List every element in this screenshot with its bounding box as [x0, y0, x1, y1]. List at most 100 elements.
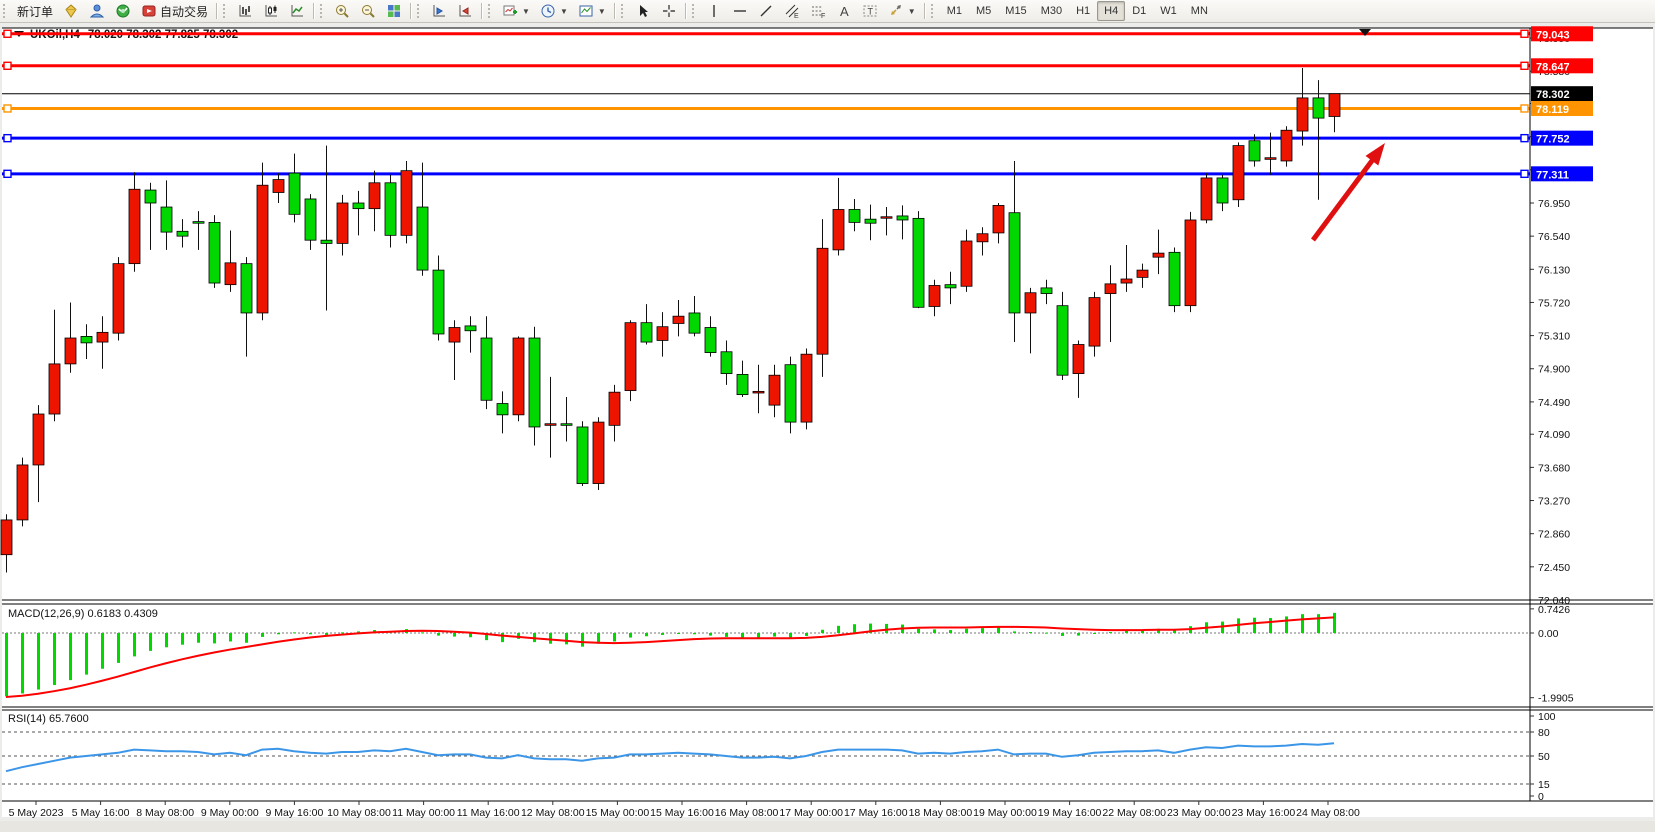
timeframe-w1[interactable]: W1 [1153, 1, 1184, 21]
new-chart-button[interactable]: ▼ [497, 0, 535, 22]
bull-candle [0, 519, 13, 556]
bull-candle [1072, 344, 1085, 374]
autotrading-button[interactable]: 自动交易 [136, 0, 213, 22]
toolbar-grip[interactable] [417, 4, 424, 18]
pivot-line-78119-handle-left[interactable] [3, 104, 12, 113]
timeframe-h4[interactable]: H4 [1097, 1, 1126, 21]
support-line-77311-price-tag-label: 77.311 [1536, 169, 1569, 181]
support-line-77752-handle-left[interactable] [3, 133, 12, 143]
toolbar-grip[interactable] [620, 4, 628, 18]
auto-scroll-button[interactable] [426, 0, 452, 22]
bull-candle [880, 216, 893, 219]
new-order-button[interactable]: 新订单 [12, 0, 58, 22]
time-axis-label: 8 May 08:00 [136, 807, 194, 819]
cursor-icon [635, 3, 651, 19]
bull-candle [992, 205, 1005, 234]
time-axis-label: 15 May 16:00 [650, 807, 714, 819]
cursor-button[interactable] [630, 0, 656, 22]
vertical-line-button[interactable] [701, 0, 727, 22]
pivot-line-78119-handle-right[interactable] [1520, 104, 1529, 113]
price-tick-label: 72.860 [1538, 529, 1570, 541]
globe-icon [115, 3, 131, 19]
resistance-line-79043-handle-left[interactable] [3, 29, 12, 38]
bull-candle [1104, 283, 1117, 294]
timeframe-h4-label: H4 [1104, 5, 1119, 17]
timeframe-m1[interactable]: M1 [940, 1, 969, 21]
price-tick-label: 75.310 [1538, 331, 1570, 343]
text-label-button[interactable]: T [857, 0, 883, 22]
price-tick-label: 74.090 [1538, 429, 1570, 441]
timeframe-m30-label: M30 [1040, 5, 1063, 17]
resistance-line-78647-handle-left[interactable] [3, 61, 12, 70]
line-chart-button[interactable] [284, 0, 310, 22]
bar-chart-button[interactable] [232, 0, 258, 22]
candlestick-chart-button[interactable] [258, 0, 284, 22]
chart-shift-marker[interactable] [1359, 29, 1371, 36]
bear-candle [176, 230, 189, 237]
timeframe-mn[interactable]: MN [1184, 1, 1215, 21]
toolbar-grip[interactable] [223, 4, 230, 18]
bull-candle [1136, 269, 1149, 278]
chart-background [2, 28, 1653, 801]
toolbar-grip[interactable] [3, 4, 10, 18]
trend-arrow[interactable] [1310, 156, 1377, 242]
time-axis-label: 17 May 16:00 [844, 807, 908, 819]
resistance-line-78647-handle-right[interactable] [1520, 61, 1529, 70]
timeframe-d1[interactable]: D1 [1125, 1, 1153, 21]
toolbar-grip[interactable] [691, 4, 699, 18]
trend-arrow-head[interactable] [1365, 143, 1386, 166]
support-line-77311-handle-right[interactable] [1520, 169, 1529, 179]
timeframe-m30[interactable]: M30 [1034, 1, 1069, 21]
bear-candle [560, 423, 573, 426]
support-line-77311-handle-left[interactable] [3, 169, 12, 179]
time-axis-label: 19 May 16:00 [1038, 807, 1102, 819]
zoom-in-button[interactable] [329, 0, 355, 22]
text-button[interactable]: A [831, 0, 857, 22]
templates-button[interactable]: ▼ [573, 0, 611, 22]
bear-candle [704, 327, 717, 353]
timeframe-m15[interactable]: M15 [998, 1, 1033, 21]
time-axis-label: 9 May 16:00 [266, 807, 324, 819]
timeframe-h1[interactable]: H1 [1069, 1, 1097, 21]
arrows-button[interactable]: ▼ [883, 0, 921, 22]
bull-candle [1264, 157, 1277, 160]
bull-candle [1088, 297, 1101, 347]
horizontal-line-button[interactable] [727, 0, 753, 22]
time-axis-label: 15 May 00:00 [586, 807, 650, 819]
trendline-icon [758, 3, 774, 19]
toolbar-grip[interactable] [320, 4, 327, 18]
chevron-down-icon[interactable]: ▼ [559, 6, 568, 16]
bull-candle [672, 315, 685, 324]
trendline-button[interactable] [753, 0, 779, 22]
periods-button[interactable]: ▼ [535, 0, 573, 22]
community-button[interactable] [84, 0, 110, 22]
crosshair-button[interactable] [656, 0, 682, 22]
mql5-market-button[interactable] [58, 0, 84, 22]
macd-histogram [5, 612, 1336, 697]
resistance-line-79043-handle-right[interactable] [1520, 29, 1529, 38]
chevron-down-icon[interactable]: ▼ [522, 6, 530, 16]
chevron-down-icon[interactable]: ▼ [597, 6, 606, 16]
bear-candle [288, 172, 301, 215]
timeframe-m5[interactable]: M5 [969, 1, 998, 21]
timeframe-h1-label: H1 [1076, 5, 1091, 17]
zoom-out-button[interactable] [355, 0, 381, 22]
bar-chart-icon [237, 3, 253, 19]
bear-candle [320, 239, 333, 244]
news-button[interactable] [110, 0, 136, 22]
toolbar-grip[interactable] [488, 4, 495, 18]
price-tick-label: 76.950 [1538, 198, 1570, 210]
toolbar-grip[interactable] [930, 4, 938, 18]
fibonacci-button[interactable]: F [805, 0, 831, 22]
bid-price-tag [1531, 86, 1593, 102]
equidistant-channel-button[interactable]: E [779, 0, 805, 22]
tile-windows-button[interactable] [381, 0, 407, 22]
time-axis-label: 11 May 16:00 [457, 807, 520, 819]
bear-candle [192, 221, 205, 224]
price-tick-label: 76.540 [1538, 231, 1570, 243]
support-line-77752-handle-right[interactable] [1520, 133, 1529, 143]
bear-candle [240, 263, 253, 314]
chart-shift-button[interactable] [452, 0, 478, 22]
chevron-down-icon[interactable]: ▼ [907, 6, 916, 16]
bull-candle [1152, 252, 1165, 258]
